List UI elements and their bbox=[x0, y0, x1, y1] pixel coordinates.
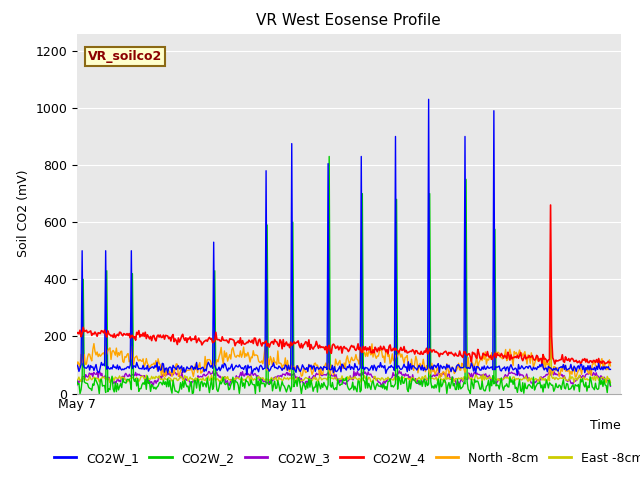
Text: VR_soilco2: VR_soilco2 bbox=[88, 50, 162, 63]
Text: Time: Time bbox=[590, 419, 621, 432]
Title: VR West Eosense Profile: VR West Eosense Profile bbox=[257, 13, 441, 28]
Y-axis label: Soil CO2 (mV): Soil CO2 (mV) bbox=[17, 170, 29, 257]
Legend: CO2W_1, CO2W_2, CO2W_3, CO2W_4, North -8cm, East -8cm: CO2W_1, CO2W_2, CO2W_3, CO2W_4, North -8… bbox=[49, 447, 640, 469]
